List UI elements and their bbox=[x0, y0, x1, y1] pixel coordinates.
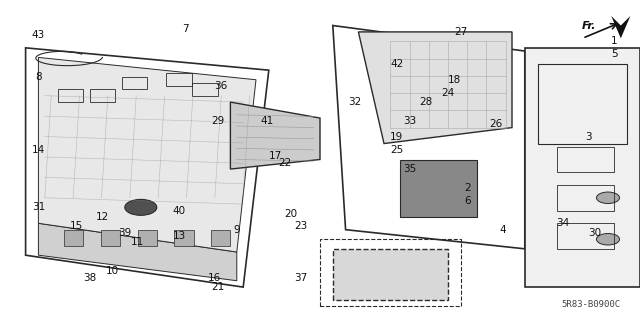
Text: 19: 19 bbox=[390, 132, 403, 142]
Text: 29: 29 bbox=[211, 116, 224, 126]
Text: 22: 22 bbox=[278, 158, 291, 168]
Polygon shape bbox=[38, 223, 237, 281]
Text: 42: 42 bbox=[390, 59, 403, 69]
Polygon shape bbox=[611, 16, 630, 38]
Text: 4: 4 bbox=[499, 225, 506, 235]
Text: 18: 18 bbox=[448, 75, 461, 85]
Text: 11: 11 bbox=[131, 237, 144, 248]
Text: 10: 10 bbox=[106, 266, 118, 276]
Text: 33: 33 bbox=[403, 116, 416, 126]
Polygon shape bbox=[358, 32, 512, 144]
Text: 6: 6 bbox=[464, 196, 470, 206]
Text: 16: 16 bbox=[208, 272, 221, 283]
Text: 31: 31 bbox=[32, 202, 45, 212]
Polygon shape bbox=[38, 57, 256, 252]
Circle shape bbox=[596, 234, 620, 245]
Text: 13: 13 bbox=[173, 231, 186, 241]
Text: 27: 27 bbox=[454, 27, 467, 37]
Text: 41: 41 bbox=[261, 116, 274, 126]
Circle shape bbox=[125, 199, 157, 215]
Polygon shape bbox=[101, 230, 120, 246]
Text: 28: 28 bbox=[419, 97, 432, 107]
Text: 1: 1 bbox=[611, 36, 618, 47]
Text: 38: 38 bbox=[83, 272, 96, 283]
Polygon shape bbox=[174, 230, 193, 246]
Text: Fr.: Fr. bbox=[582, 20, 596, 31]
Text: 43: 43 bbox=[32, 30, 45, 40]
Text: 26: 26 bbox=[490, 119, 502, 130]
Text: 3: 3 bbox=[586, 132, 592, 142]
Polygon shape bbox=[525, 48, 640, 287]
Text: 24: 24 bbox=[442, 87, 454, 98]
Text: 34: 34 bbox=[557, 218, 570, 228]
Text: 5R83-B0900C: 5R83-B0900C bbox=[562, 300, 621, 309]
Text: 20: 20 bbox=[285, 209, 298, 219]
Text: 7: 7 bbox=[182, 24, 189, 34]
Polygon shape bbox=[230, 102, 320, 169]
Text: 14: 14 bbox=[32, 145, 45, 155]
Text: 12: 12 bbox=[96, 212, 109, 222]
Text: 5: 5 bbox=[611, 49, 618, 59]
Text: 21: 21 bbox=[211, 282, 224, 292]
Polygon shape bbox=[138, 230, 157, 246]
Polygon shape bbox=[211, 230, 230, 246]
Text: 25: 25 bbox=[390, 145, 403, 155]
Text: 32: 32 bbox=[349, 97, 362, 107]
Text: 17: 17 bbox=[269, 151, 282, 161]
Polygon shape bbox=[64, 230, 83, 246]
Text: 8: 8 bbox=[35, 71, 42, 82]
Text: 9: 9 bbox=[234, 225, 240, 235]
Polygon shape bbox=[333, 249, 448, 300]
Text: 2: 2 bbox=[464, 183, 470, 193]
Polygon shape bbox=[400, 160, 477, 217]
Text: 30: 30 bbox=[589, 228, 602, 238]
Text: 35: 35 bbox=[403, 164, 416, 174]
Text: 36: 36 bbox=[214, 81, 227, 91]
Text: 37: 37 bbox=[294, 272, 307, 283]
Text: 39: 39 bbox=[118, 228, 131, 238]
Circle shape bbox=[596, 192, 620, 204]
Text: 23: 23 bbox=[294, 221, 307, 232]
Text: 40: 40 bbox=[173, 205, 186, 216]
Text: 15: 15 bbox=[70, 221, 83, 232]
